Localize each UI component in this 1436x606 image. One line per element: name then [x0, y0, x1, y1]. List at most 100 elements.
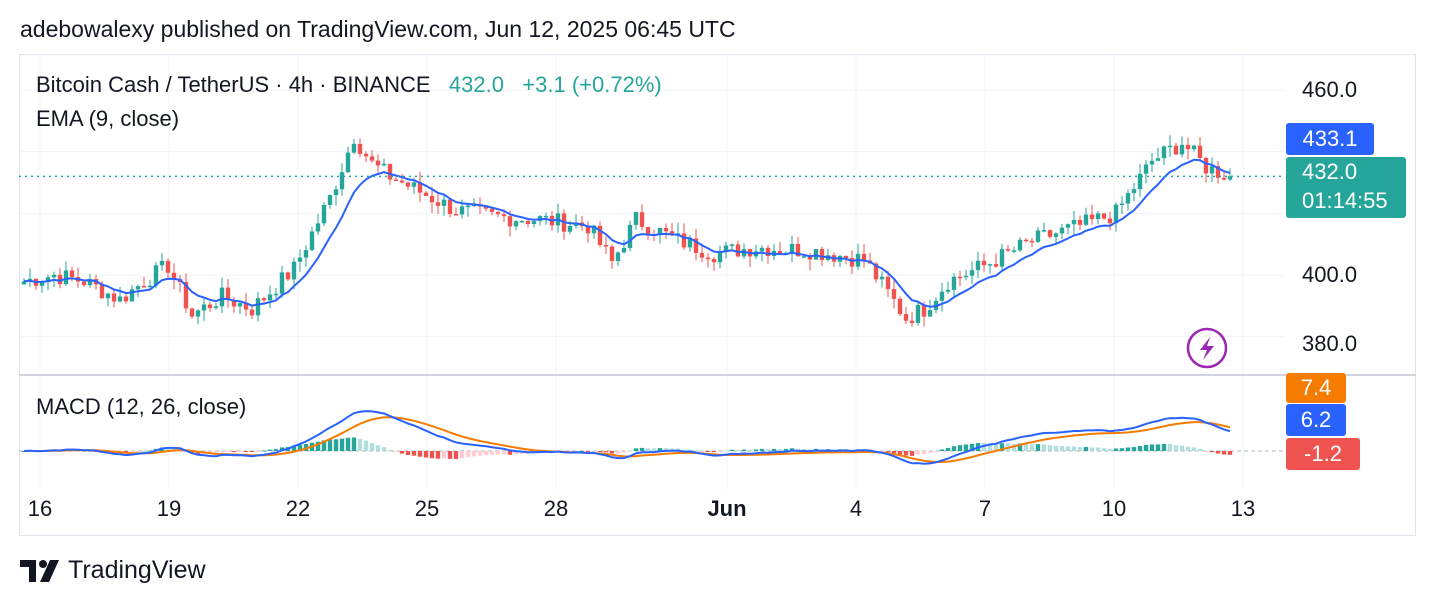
candle-body: [309, 231, 315, 251]
macd-histogram-bar: [687, 449, 693, 451]
candle-body: [321, 204, 327, 224]
macd-histogram-bar: [243, 451, 249, 452]
candle-body: [1023, 239, 1029, 242]
macd-histogram-bar: [21, 451, 27, 452]
ema-legend[interactable]: EMA (9, close): [36, 106, 180, 131]
footer-brand: TradingView: [68, 556, 206, 584]
candle-body: [411, 182, 417, 187]
time-tick: 28: [543, 496, 569, 521]
candle-body: [279, 272, 285, 294]
macd-histogram-bar: [237, 451, 243, 452]
macd-histogram-bar: [411, 451, 417, 456]
macd-histogram-bar: [633, 448, 639, 451]
macd-histogram-bar: [759, 448, 765, 451]
macd-histogram-bar: [507, 451, 513, 455]
macd-histogram-bar: [1173, 445, 1179, 451]
macd-histogram-bar: [363, 440, 369, 451]
macd-histogram-bar: [417, 451, 423, 457]
publish-info: adebowalexy published on TradingView.com…: [20, 16, 736, 42]
macd-histogram-bar: [1179, 445, 1185, 451]
macd-histogram-bar: [219, 451, 225, 452]
candle-body: [63, 270, 69, 285]
macd-histogram-bar: [885, 451, 891, 453]
candle-body: [681, 233, 687, 248]
macd-histogram-bar: [657, 448, 663, 451]
time-tick: 10: [1101, 496, 1127, 521]
macd-histogram-bar: [387, 449, 393, 451]
candle-body: [603, 244, 609, 247]
candle-body: [705, 257, 711, 260]
macd-histogram-bar: [1191, 447, 1197, 451]
macd-histogram-bar: [435, 451, 441, 459]
candle-body: [435, 202, 441, 206]
macd-histogram-bar: [261, 450, 267, 452]
macd-histogram-bar: [627, 450, 633, 452]
candle-body: [447, 199, 453, 214]
time-tick: 13: [1230, 496, 1256, 521]
candle-body: [1053, 233, 1059, 237]
macd-histogram-bar: [267, 449, 273, 451]
candle-body: [1179, 144, 1185, 155]
macd-histogram-bar: [231, 451, 237, 452]
candle-body: [957, 276, 963, 279]
candle-body: [87, 279, 93, 286]
macd-histogram-bar: [1215, 451, 1221, 454]
candle-body: [45, 277, 51, 283]
candle-body: [1203, 157, 1209, 174]
candle-body: [777, 250, 783, 254]
macd-histogram-bar: [1083, 446, 1089, 451]
macd-histogram-bar: [807, 449, 813, 451]
candle-body: [849, 258, 855, 267]
candle-body: [1227, 176, 1233, 180]
macd-histogram-bar: [903, 451, 909, 456]
candle-body: [585, 225, 591, 234]
symbol-legend[interactable]: Bitcoin Cash / TetherUS · 4h · BINANCE 4…: [36, 72, 662, 98]
candle-body: [1035, 230, 1041, 242]
candle-body: [999, 249, 1005, 267]
lightning-icon[interactable]: [1186, 327, 1228, 369]
macd-histogram-bar: [987, 443, 993, 451]
macd-histogram-bar: [1167, 444, 1173, 451]
candle-body: [1119, 203, 1125, 206]
candle-body: [201, 304, 207, 311]
macd-legend[interactable]: MACD (12, 26, close): [36, 394, 247, 419]
price-tick: 460.0: [1302, 77, 1358, 102]
macd-histogram-bar: [465, 451, 471, 458]
time-tick: Jun: [707, 496, 747, 521]
macd-histogram-bar: [273, 449, 279, 451]
candle-body: [843, 255, 849, 259]
macd-histogram-bar: [897, 451, 903, 455]
tradingview-footer[interactable]: TradingView: [20, 556, 206, 585]
candle-body: [465, 205, 471, 208]
candle-body: [1143, 164, 1149, 174]
macd-histogram-bar: [969, 443, 975, 451]
macd-histogram-bar: [165, 447, 171, 451]
candle-body: [1065, 224, 1071, 228]
macd-histogram-bar: [747, 449, 753, 451]
last-price-tag-value: 432.0: [1302, 159, 1358, 184]
candle-body: [1215, 166, 1221, 178]
candle-body: [1131, 189, 1137, 194]
time-tick: 4: [849, 496, 863, 521]
macd-histogram-bar: [1017, 443, 1023, 451]
candle-body: [171, 272, 177, 280]
candle-body: [339, 172, 345, 190]
candle-body: [303, 250, 309, 258]
macd-hist-tag: -1.2: [1286, 438, 1360, 470]
macd-histogram-bar: [663, 448, 669, 451]
price-change: +3.1 (+0.72%): [522, 72, 662, 97]
candle-body: [363, 153, 369, 157]
candle-body: [453, 213, 459, 216]
macd-signal-tag: 7.4: [1286, 373, 1346, 403]
macd-histogram-bar: [723, 450, 729, 452]
candle-body: [621, 248, 627, 253]
candle-body: [639, 212, 645, 227]
candle-body: [915, 304, 921, 323]
macd-histogram-bar: [597, 451, 603, 452]
candle-body: [489, 208, 495, 212]
candle-body: [693, 238, 699, 253]
candle-body: [861, 253, 867, 261]
macd-histogram-bar: [921, 451, 927, 454]
macd-histogram-bar: [957, 445, 963, 451]
